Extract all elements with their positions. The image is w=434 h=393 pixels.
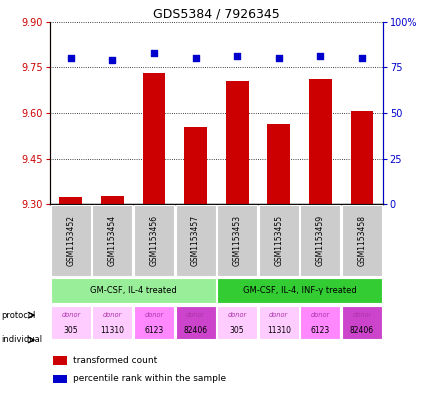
Text: 82406: 82406 — [349, 325, 373, 334]
Bar — [300, 205, 339, 276]
Bar — [350, 112, 372, 204]
Bar — [92, 205, 132, 276]
Point — [150, 50, 157, 56]
Bar — [217, 306, 256, 339]
Text: donor: donor — [310, 312, 329, 318]
Bar — [258, 205, 298, 276]
Text: GSM1153458: GSM1153458 — [357, 215, 366, 266]
Bar — [142, 73, 165, 204]
Point — [67, 55, 74, 61]
Text: GSM1153459: GSM1153459 — [315, 215, 324, 266]
Text: 11310: 11310 — [266, 325, 290, 334]
Point — [108, 57, 115, 63]
Text: donor: donor — [144, 312, 163, 318]
Text: GSM1153456: GSM1153456 — [149, 215, 158, 266]
Bar — [134, 306, 174, 339]
Text: GSM1153457: GSM1153457 — [191, 215, 200, 266]
Bar — [300, 306, 339, 339]
Title: GDS5384 / 7926345: GDS5384 / 7926345 — [153, 7, 279, 20]
Text: donor: donor — [352, 312, 371, 318]
Point — [233, 53, 240, 59]
Text: donor: donor — [186, 312, 205, 318]
Bar — [175, 306, 215, 339]
Point — [316, 53, 323, 59]
Text: 82406: 82406 — [183, 325, 207, 334]
Text: GSM1153453: GSM1153453 — [232, 215, 241, 266]
Bar — [53, 375, 66, 383]
Bar — [51, 278, 215, 303]
Text: GM-CSF, IL-4 treated: GM-CSF, IL-4 treated — [90, 286, 176, 295]
Bar — [308, 79, 331, 204]
Text: GSM1153454: GSM1153454 — [108, 215, 117, 266]
Text: transformed count: transformed count — [73, 356, 157, 365]
Bar — [267, 124, 289, 204]
Bar — [134, 205, 174, 276]
Bar — [53, 356, 66, 365]
Bar — [217, 205, 256, 276]
Text: 11310: 11310 — [100, 325, 124, 334]
Point — [192, 55, 199, 61]
Bar — [341, 205, 381, 276]
Bar — [101, 196, 124, 204]
Bar — [341, 306, 381, 339]
Point — [275, 55, 282, 61]
Text: protocol: protocol — [1, 311, 35, 320]
Bar — [59, 197, 82, 204]
Text: donor: donor — [227, 312, 246, 318]
Text: GM-CSF, IL-4, INF-γ treated: GM-CSF, IL-4, INF-γ treated — [242, 286, 355, 295]
Bar — [51, 306, 91, 339]
Text: donor: donor — [269, 312, 288, 318]
Bar — [225, 81, 248, 204]
Text: GSM1153455: GSM1153455 — [274, 215, 283, 266]
Bar — [258, 306, 298, 339]
Text: individual: individual — [1, 336, 42, 344]
Bar — [51, 205, 91, 276]
Text: donor: donor — [102, 312, 122, 318]
Text: donor: donor — [61, 312, 80, 318]
Text: 6123: 6123 — [144, 325, 163, 334]
Bar — [92, 306, 132, 339]
Bar — [217, 278, 381, 303]
Text: 305: 305 — [63, 325, 78, 334]
Bar — [184, 127, 207, 204]
Point — [358, 55, 365, 61]
Text: percentile rank within the sample: percentile rank within the sample — [73, 375, 226, 383]
Text: 305: 305 — [230, 325, 244, 334]
Bar — [175, 205, 215, 276]
Text: GSM1153452: GSM1153452 — [66, 215, 75, 266]
Text: 6123: 6123 — [310, 325, 329, 334]
